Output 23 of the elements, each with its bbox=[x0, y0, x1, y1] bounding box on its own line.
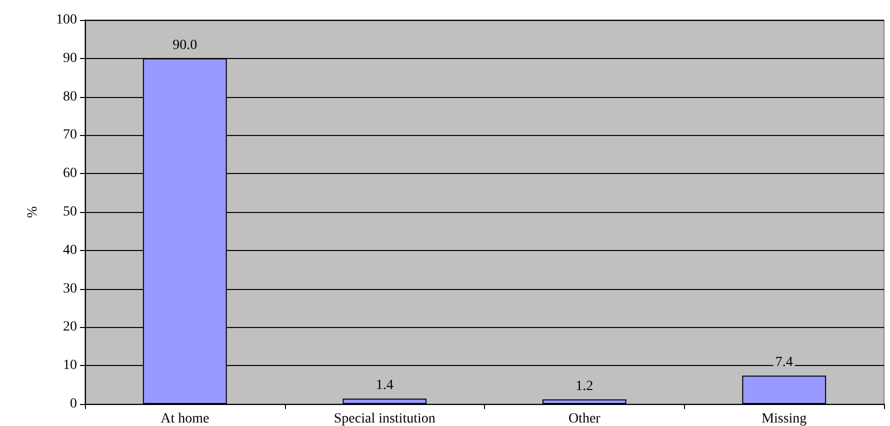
y-tick-label: 10 bbox=[63, 358, 77, 374]
x-tick-label: Missing bbox=[762, 412, 807, 426]
bar bbox=[742, 376, 826, 404]
data-label: 7.4 bbox=[775, 355, 793, 370]
y-tick-label: 100 bbox=[56, 12, 77, 28]
y-tick-label: 70 bbox=[63, 128, 77, 143]
y-tick-label: 50 bbox=[63, 204, 77, 220]
x-tick-label: At home bbox=[160, 412, 210, 426]
y-tick-label: 0 bbox=[70, 396, 77, 412]
y-tick-label: 30 bbox=[63, 281, 77, 296]
y-tick-label: 90 bbox=[63, 50, 77, 66]
y-tick-label: 80 bbox=[63, 89, 77, 104]
bar bbox=[542, 399, 626, 404]
x-tick-label: Special institution bbox=[334, 412, 436, 426]
y-axis-title: % bbox=[26, 206, 40, 218]
data-label: 1.2 bbox=[576, 378, 594, 394]
y-tick-label: 40 bbox=[63, 242, 77, 258]
bar bbox=[342, 398, 427, 404]
data-label: 1.4 bbox=[376, 378, 394, 394]
data-label: 90.0 bbox=[172, 38, 198, 53]
y-tick-label: 20 bbox=[63, 320, 77, 335]
x-tick-label: Other bbox=[568, 412, 601, 426]
y-tick-label: 60 bbox=[63, 166, 77, 182]
